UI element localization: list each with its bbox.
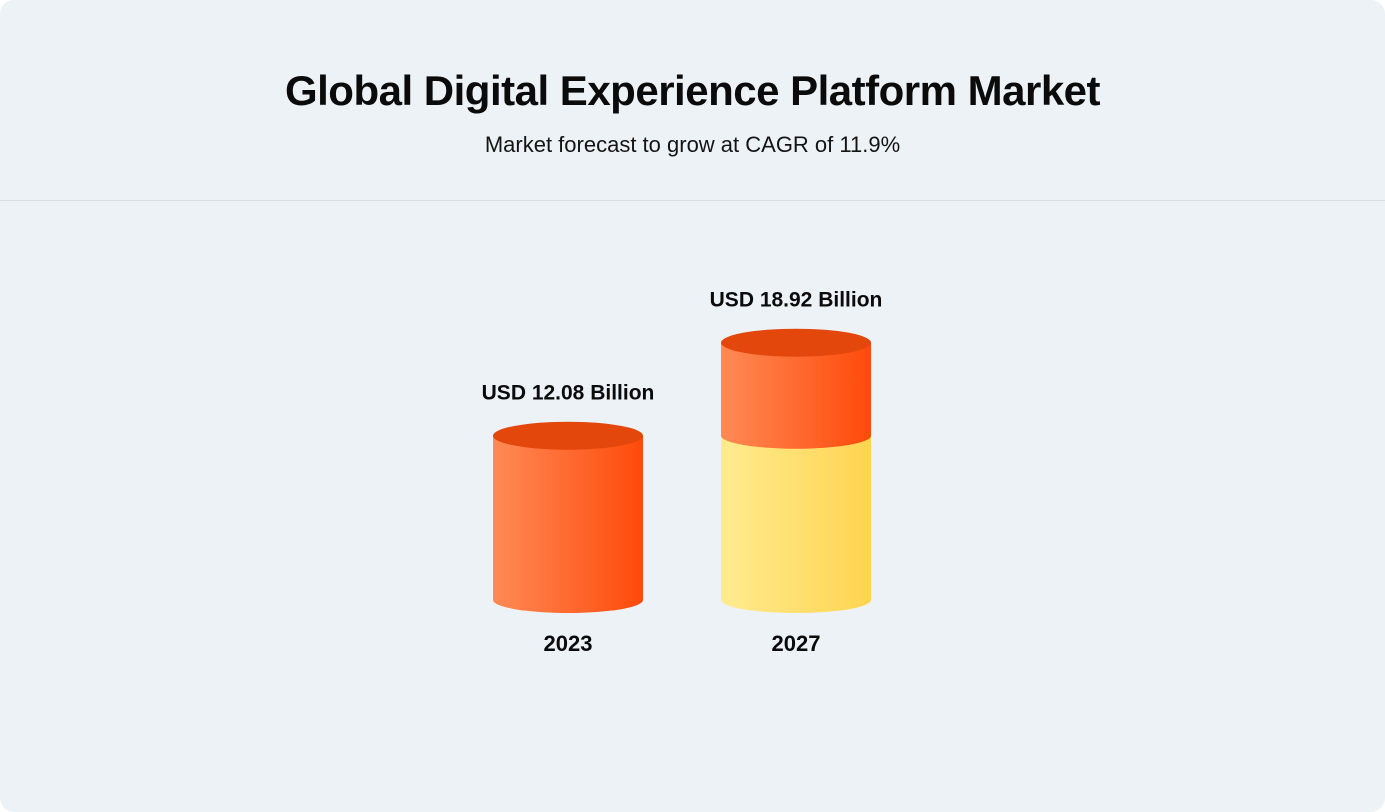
category-label-2023: 2023 [544, 631, 593, 656]
bar-2023-top [493, 421, 643, 450]
bar-2027-base-segment [721, 435, 871, 613]
bars-group: USD 12.08 Billion 2023 USD 18.92 Billion 20… [482, 289, 883, 656]
chart-subtitle: Market forecast to grow at CAGR of 11.9% [484, 132, 901, 157]
bar-2023-body [493, 435, 643, 613]
chart-title: Global Digital Experience Platform Marke… [284, 67, 1101, 114]
chart-header: Global Digital Experience Platform Marke… [0, 0, 1385, 201]
bar-2027-top [721, 328, 871, 357]
bar-2027-growth-segment [721, 342, 871, 449]
value-label-2023: USD 12.08 Billion [482, 382, 655, 405]
category-label-2027: 2027 [772, 631, 821, 656]
value-label-2027: USD 18.92 Billion [710, 289, 883, 312]
cylinder-bar-chart: USD 12.08 Billion 2023 USD 18.92 Billion 20… [482, 289, 883, 656]
